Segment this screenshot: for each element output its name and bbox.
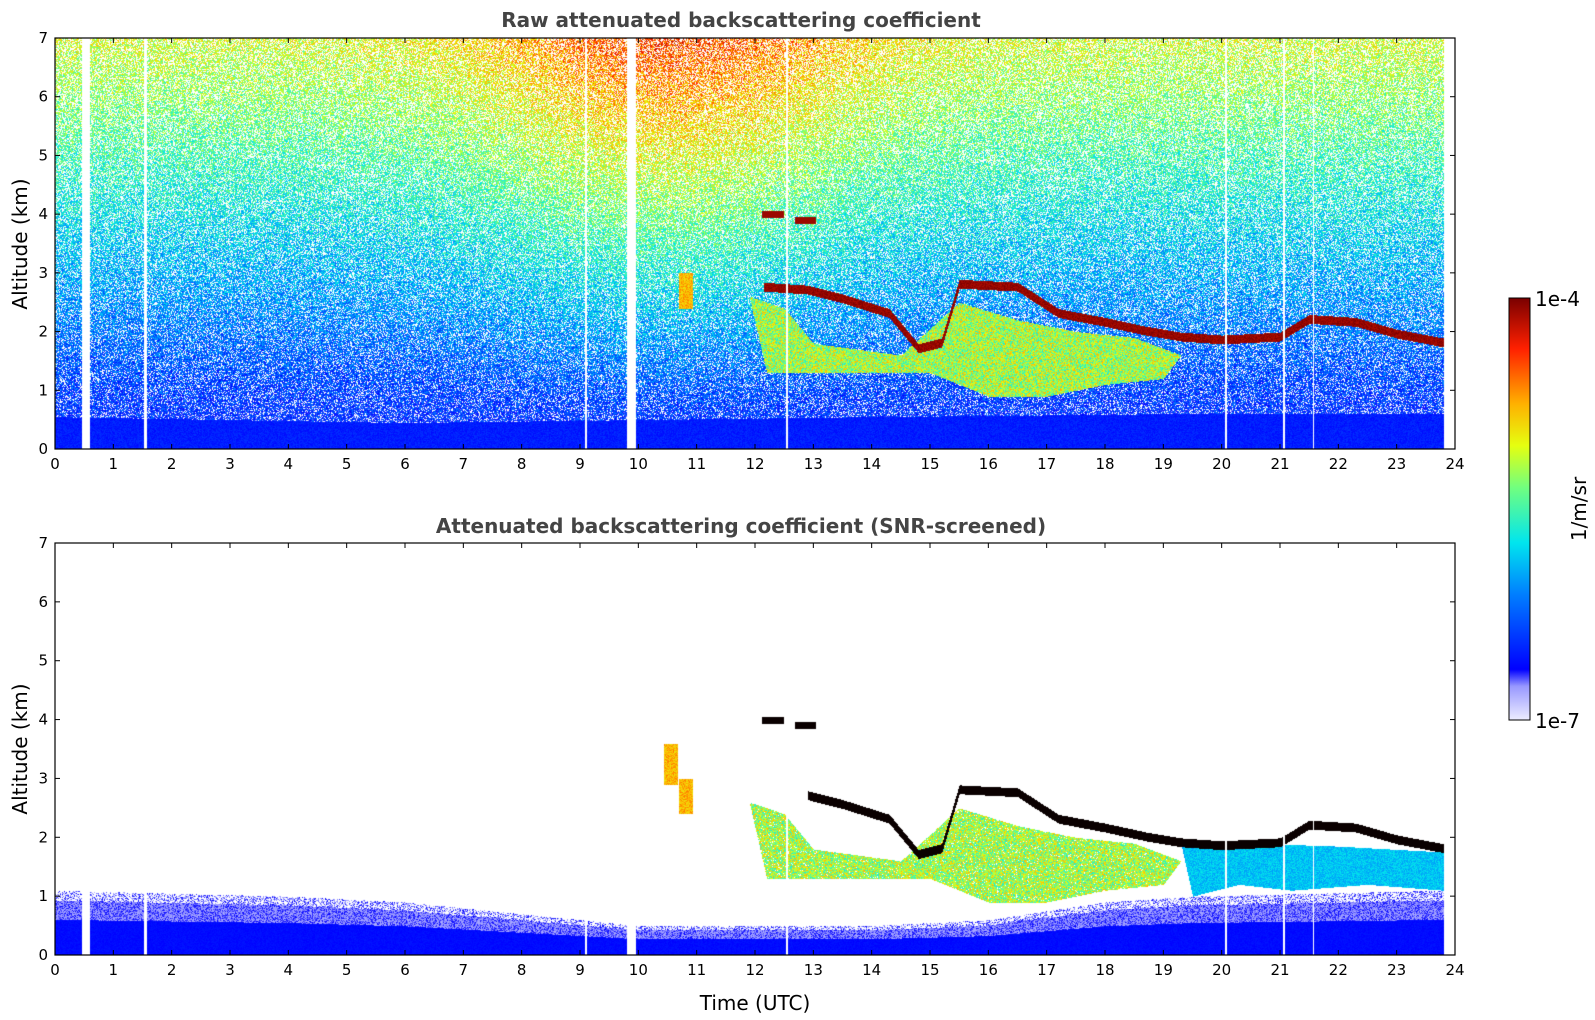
x-tick-label: 9 bbox=[575, 455, 585, 473]
x-tick-label: 14 bbox=[862, 455, 881, 473]
x-tick-label: 11 bbox=[687, 961, 706, 979]
x-tick-label: 2 bbox=[167, 961, 177, 979]
x-tick-label: 10 bbox=[629, 961, 648, 979]
panel-title: Raw attenuated backscattering coefficien… bbox=[501, 8, 981, 32]
x-tick-label: 17 bbox=[1037, 455, 1056, 473]
heatmap-area bbox=[55, 543, 1455, 955]
x-tick-label: 1 bbox=[109, 455, 119, 473]
panel-title: Attenuated backscattering coefficient (S… bbox=[436, 514, 1046, 538]
y-tick-label: 3 bbox=[38, 769, 48, 787]
colorbar: 1e-4 1e-7 1/m/sr bbox=[1508, 287, 1591, 733]
x-tick-label: 9 bbox=[575, 961, 585, 979]
x-tick-label: 1 bbox=[109, 961, 119, 979]
heatmap-raster bbox=[55, 543, 1455, 955]
x-tick-label: 8 bbox=[517, 961, 527, 979]
x-tick-label: 12 bbox=[745, 961, 764, 979]
x-tick-label: 18 bbox=[1095, 455, 1114, 473]
heatmap-area bbox=[55, 38, 1455, 449]
colorbar-min-label: 1e-7 bbox=[1535, 709, 1580, 733]
x-tick-label: 14 bbox=[862, 961, 881, 979]
panel-raw: Raw attenuated backscattering coefficien… bbox=[8, 8, 1465, 473]
x-tick-label: 17 bbox=[1037, 961, 1056, 979]
x-tick-label: 21 bbox=[1270, 455, 1289, 473]
x-tick-label: 4 bbox=[284, 961, 294, 979]
x-tick-label: 15 bbox=[920, 961, 939, 979]
x-tick-label: 22 bbox=[1329, 961, 1348, 979]
y-tick-label: 6 bbox=[38, 88, 48, 106]
x-tick-label: 8 bbox=[517, 455, 527, 473]
x-tick-label: 16 bbox=[979, 455, 998, 473]
heatmap-raster bbox=[55, 38, 1455, 449]
x-tick-label: 0 bbox=[50, 455, 60, 473]
x-tick-label: 5 bbox=[342, 455, 352, 473]
y-tick-label: 5 bbox=[38, 652, 48, 670]
x-tick-label: 3 bbox=[225, 961, 235, 979]
y-tick-label: 6 bbox=[38, 593, 48, 611]
colorbar-max-label: 1e-4 bbox=[1535, 287, 1580, 311]
y-tick-label: 7 bbox=[38, 534, 48, 552]
x-tick-label: 18 bbox=[1095, 961, 1114, 979]
x-tick-label: 15 bbox=[920, 455, 939, 473]
x-tick-label: 22 bbox=[1329, 455, 1348, 473]
y-tick-label: 1 bbox=[38, 381, 48, 399]
x-axis-label: Time (UTC) bbox=[699, 991, 811, 1015]
y-tick-label: 4 bbox=[38, 205, 48, 223]
x-tick-label: 24 bbox=[1445, 455, 1464, 473]
x-tick-label: 23 bbox=[1387, 961, 1406, 979]
x-tick-label: 11 bbox=[687, 455, 706, 473]
axis-ticks: 0 1 2 3 4 5 6 7 8 9 10 11 12 13 14 15 16 17 18 19 20 21 22 23 24… bbox=[38, 534, 1464, 979]
x-tick-label: 20 bbox=[1212, 455, 1231, 473]
y-tick-label: 2 bbox=[38, 828, 48, 846]
x-tick-label: 10 bbox=[629, 455, 648, 473]
x-tick-label: 7 bbox=[459, 455, 469, 473]
x-tick-label: 12 bbox=[745, 455, 764, 473]
y-tick-label: 5 bbox=[38, 146, 48, 164]
x-tick-label: 0 bbox=[50, 961, 60, 979]
y-axis-label: Altitude (km) bbox=[8, 178, 32, 309]
x-tick-label: 23 bbox=[1387, 455, 1406, 473]
x-tick-label: 7 bbox=[459, 961, 469, 979]
colorbar-gradient bbox=[1508, 297, 1531, 721]
y-tick-label: 3 bbox=[38, 264, 48, 282]
y-tick-label: 4 bbox=[38, 711, 48, 729]
x-tick-label: 2 bbox=[167, 455, 177, 473]
x-tick-label: 13 bbox=[804, 455, 823, 473]
y-tick-label: 1 bbox=[38, 887, 48, 905]
x-tick-label: 20 bbox=[1212, 961, 1231, 979]
x-tick-label: 16 bbox=[979, 961, 998, 979]
y-tick-label: 0 bbox=[38, 946, 48, 964]
y-tick-label: 7 bbox=[38, 29, 48, 47]
x-tick-label: 19 bbox=[1154, 455, 1173, 473]
x-tick-label: 19 bbox=[1154, 961, 1173, 979]
x-tick-label: 6 bbox=[400, 961, 410, 979]
x-tick-label: 24 bbox=[1445, 961, 1464, 979]
axis-ticks: 0 1 2 3 4 5 6 7 8 9 10 11 12 13 14 15 16 17 18 19 20 21 22 23 24… bbox=[38, 29, 1464, 473]
x-tick-label: 13 bbox=[804, 961, 823, 979]
y-tick-label: 0 bbox=[38, 440, 48, 458]
y-axis-label: Altitude (km) bbox=[8, 683, 32, 814]
panel-screened: Attenuated backscattering coefficient (S… bbox=[8, 514, 1465, 1015]
y-tick-label: 2 bbox=[38, 323, 48, 341]
x-tick-label: 21 bbox=[1270, 961, 1289, 979]
x-tick-label: 5 bbox=[342, 961, 352, 979]
colorbar-unit-label: 1/m/sr bbox=[1567, 476, 1591, 541]
x-tick-label: 6 bbox=[400, 455, 410, 473]
x-tick-label: 3 bbox=[225, 455, 235, 473]
x-tick-label: 4 bbox=[284, 455, 294, 473]
